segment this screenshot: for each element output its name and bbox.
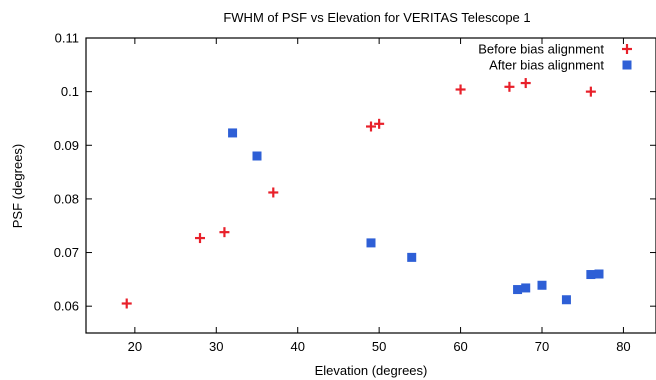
before-point <box>374 118 385 129</box>
after-point <box>594 269 604 279</box>
x-tick-label: 50 <box>372 339 386 354</box>
after-point <box>513 285 523 295</box>
after-point <box>366 238 376 248</box>
legend-marker <box>622 44 632 54</box>
x-tick-label: 70 <box>535 339 549 354</box>
before-point <box>219 227 230 238</box>
y-tick-label: 0.06 <box>54 299 79 314</box>
series-after-bias-alignment <box>228 128 604 305</box>
legend-marker <box>622 60 632 70</box>
data-points <box>121 78 604 309</box>
x-axis: 20 30 40 50 60 70 80 <box>128 38 631 354</box>
after-point <box>521 283 531 293</box>
chart-title: FWHM of PSF vs Elevation for VERITAS Tel… <box>223 10 530 25</box>
y-axis-label: PSF (degrees) <box>10 144 25 229</box>
x-tick-label: 30 <box>209 339 223 354</box>
y-axis: 0.06 0.07 0.08 0.09 0.1 0.11 <box>54 31 656 314</box>
before-point <box>585 86 596 97</box>
before-point <box>520 78 531 89</box>
before-point <box>366 121 376 132</box>
x-tick-label: 60 <box>453 339 467 354</box>
before-point <box>195 233 205 244</box>
x-tick-label: 20 <box>128 339 142 354</box>
x-tick-label: 80 <box>616 339 630 354</box>
legend-label: After bias alignment <box>489 58 604 73</box>
before-point <box>455 84 466 95</box>
plot-frame <box>85 37 656 334</box>
after-point <box>537 280 547 290</box>
after-point <box>228 128 238 138</box>
after-point <box>407 252 417 262</box>
y-tick-label: 0.08 <box>54 191 79 206</box>
before-point <box>121 298 132 309</box>
y-tick-label: 0.07 <box>54 245 79 260</box>
legend-label: Before bias alignment <box>478 42 604 57</box>
after-point <box>561 295 571 305</box>
y-tick-label: 0.1 <box>61 84 79 99</box>
after-point <box>586 270 596 280</box>
x-tick-label: 40 <box>290 339 304 354</box>
before-point <box>504 81 515 92</box>
before-point <box>268 187 279 198</box>
y-tick-label: 0.09 <box>54 138 79 153</box>
y-tick-label: 0.11 <box>55 31 79 46</box>
x-axis-label: Elevation (degrees) <box>315 363 428 378</box>
series-before-bias-alignment <box>121 78 596 309</box>
after-point <box>252 151 262 161</box>
